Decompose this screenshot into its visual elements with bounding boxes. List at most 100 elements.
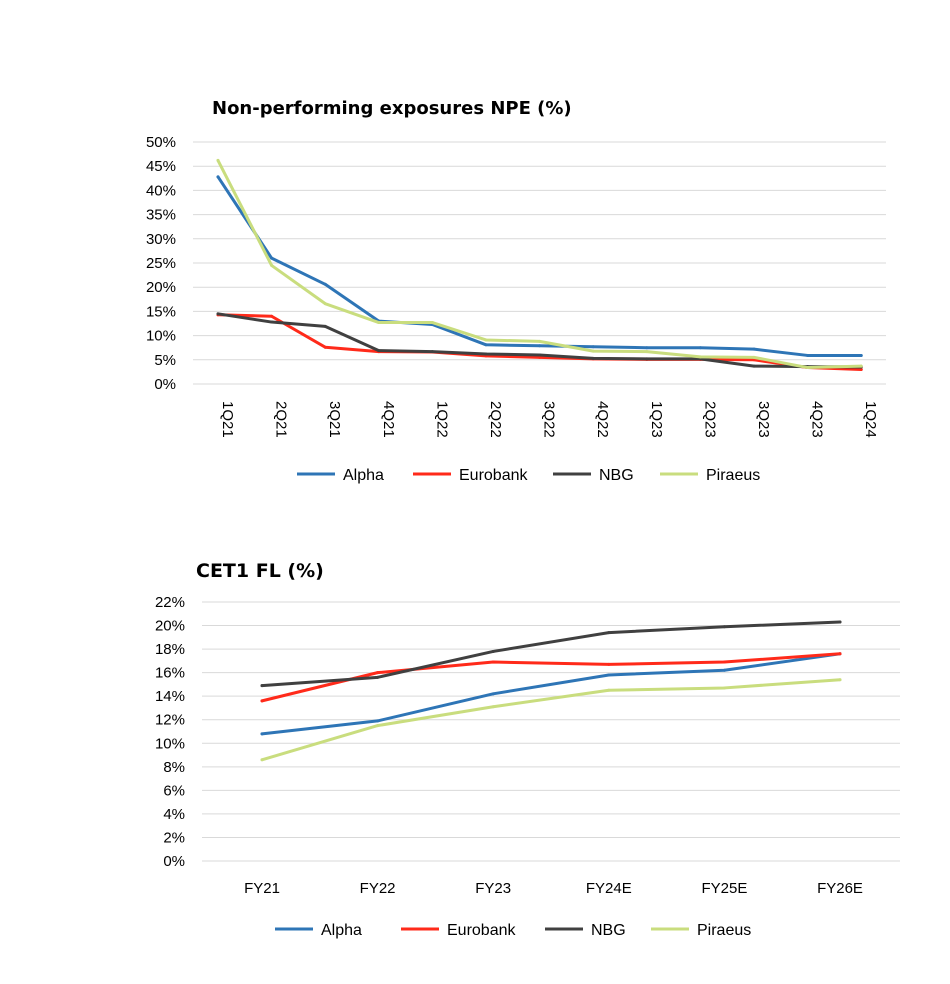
y-tick-label: 0%: [163, 853, 185, 870]
data-point-nbg: [838, 620, 842, 624]
data-point-eurobank: [838, 652, 842, 656]
y-tick-label: 10%: [146, 328, 176, 345]
data-point-piraeus: [430, 321, 434, 325]
legend-label-nbg: NBG: [591, 922, 626, 939]
y-tick-label: 0%: [154, 376, 176, 393]
legend-label-eurobank: Eurobank: [459, 467, 528, 484]
data-point-alpha: [491, 692, 495, 696]
data-point-alpha: [270, 256, 274, 260]
data-point-nbg: [538, 353, 542, 357]
data-point-alpha: [538, 344, 542, 348]
x-tick-label: 1Q21: [219, 401, 236, 438]
data-point-eurobank: [722, 660, 726, 664]
data-point-piraeus: [484, 338, 488, 342]
data-point-piraeus: [260, 758, 264, 762]
x-tick-label: 1Q24: [862, 401, 879, 438]
series-line-piraeus: [216, 158, 863, 370]
data-point-piraeus: [323, 302, 327, 306]
data-point-eurobank: [376, 671, 380, 675]
data-point-alpha: [216, 175, 220, 179]
data-point-alpha: [376, 719, 380, 723]
y-tick-label: 30%: [146, 231, 176, 248]
x-tick-label: 2Q21: [273, 401, 290, 438]
y-tick-label: 18%: [155, 641, 185, 658]
data-point-alpha: [752, 347, 756, 351]
data-point-nbg: [722, 625, 726, 629]
legend-label-piraeus: Piraeus: [697, 922, 751, 939]
legend-label-piraeus: Piraeus: [706, 467, 760, 484]
data-point-alpha: [698, 346, 702, 350]
data-point-eurobank: [752, 358, 756, 362]
y-tick-label: 12%: [155, 712, 185, 729]
data-point-piraeus: [859, 364, 863, 368]
data-point-alpha: [645, 346, 649, 350]
data-point-alpha: [859, 353, 863, 357]
data-point-nbg: [607, 631, 611, 635]
data-point-nbg: [377, 349, 381, 353]
data-point-piraeus: [270, 263, 274, 267]
npe-chart: Non-performing exposures NPE (%) 0% 5% 10%…: [146, 98, 886, 484]
data-point-piraeus: [838, 678, 842, 682]
legend-label-eurobank: Eurobank: [447, 922, 516, 939]
data-point-nbg: [591, 356, 595, 360]
data-point-eurobank: [260, 699, 264, 703]
x-tick-label: FY25E: [701, 880, 747, 897]
data-point-piraeus: [538, 339, 542, 343]
y-tick-label: 4%: [163, 806, 185, 823]
data-point-eurobank: [859, 367, 863, 371]
series-line-eurobank: [260, 652, 842, 703]
data-point-nbg: [216, 312, 220, 316]
x-tick-label: 3Q22: [541, 401, 558, 438]
data-point-nbg: [270, 320, 274, 324]
data-point-nbg: [491, 649, 495, 653]
x-tick-label: 2Q23: [701, 401, 718, 438]
x-tick-label: 4Q22: [594, 401, 611, 438]
y-tick-label: 5%: [154, 352, 176, 369]
y-tick-label: 6%: [163, 782, 185, 799]
y-tick-label: 22%: [155, 594, 185, 611]
data-point-alpha: [484, 343, 488, 347]
y-tick-label: 45%: [146, 158, 176, 175]
data-point-piraeus: [377, 321, 381, 325]
data-point-nbg: [752, 364, 756, 368]
data-point-nbg: [645, 357, 649, 361]
x-tick-label: 3Q21: [326, 401, 343, 438]
x-tick-label: FY26E: [817, 880, 863, 897]
x-tick-label: FY24E: [586, 880, 632, 897]
y-tick-label: 10%: [155, 735, 185, 752]
y-tick-label: 20%: [146, 279, 176, 296]
data-point-piraeus: [376, 724, 380, 728]
y-tick-label: 50%: [146, 134, 176, 151]
data-point-eurobank: [323, 345, 327, 349]
x-tick-label: FY21: [244, 880, 280, 897]
x-tick-label: 1Q22: [433, 401, 450, 438]
series-line-alpha: [260, 652, 842, 736]
cet1-chart: CET1 FL (%) 0% 2% 4% 6% 8% 10% 12% 14% 16% 18% 20%…: [155, 560, 900, 939]
data-point-piraeus: [752, 355, 756, 359]
legend-label-alpha: Alpha: [321, 922, 362, 939]
data-point-nbg: [376, 675, 380, 679]
y-tick-label: 8%: [163, 759, 185, 776]
series-line-piraeus: [260, 678, 842, 762]
y-tick-label: 16%: [155, 665, 185, 682]
y-tick-label: 35%: [146, 207, 176, 224]
y-tick-label: 14%: [155, 688, 185, 705]
data-point-piraeus: [698, 355, 702, 359]
y-tick-label: 20%: [155, 618, 185, 635]
data-point-alpha: [260, 732, 264, 736]
x-tick-label: FY23: [475, 880, 511, 897]
data-point-eurobank: [607, 662, 611, 666]
cet1-chart-title: CET1 FL (%): [196, 560, 324, 582]
data-point-piraeus: [216, 158, 220, 162]
data-point-eurobank: [270, 314, 274, 318]
x-tick-label: 2Q22: [487, 401, 504, 438]
data-point-alpha: [806, 353, 810, 357]
data-point-nbg: [430, 350, 434, 354]
data-point-piraeus: [645, 350, 649, 354]
data-point-eurobank: [491, 660, 495, 664]
data-point-nbg: [323, 324, 327, 328]
data-point-piraeus: [491, 705, 495, 709]
x-tick-label: 1Q23: [648, 401, 665, 438]
series-line-nbg: [260, 620, 842, 688]
